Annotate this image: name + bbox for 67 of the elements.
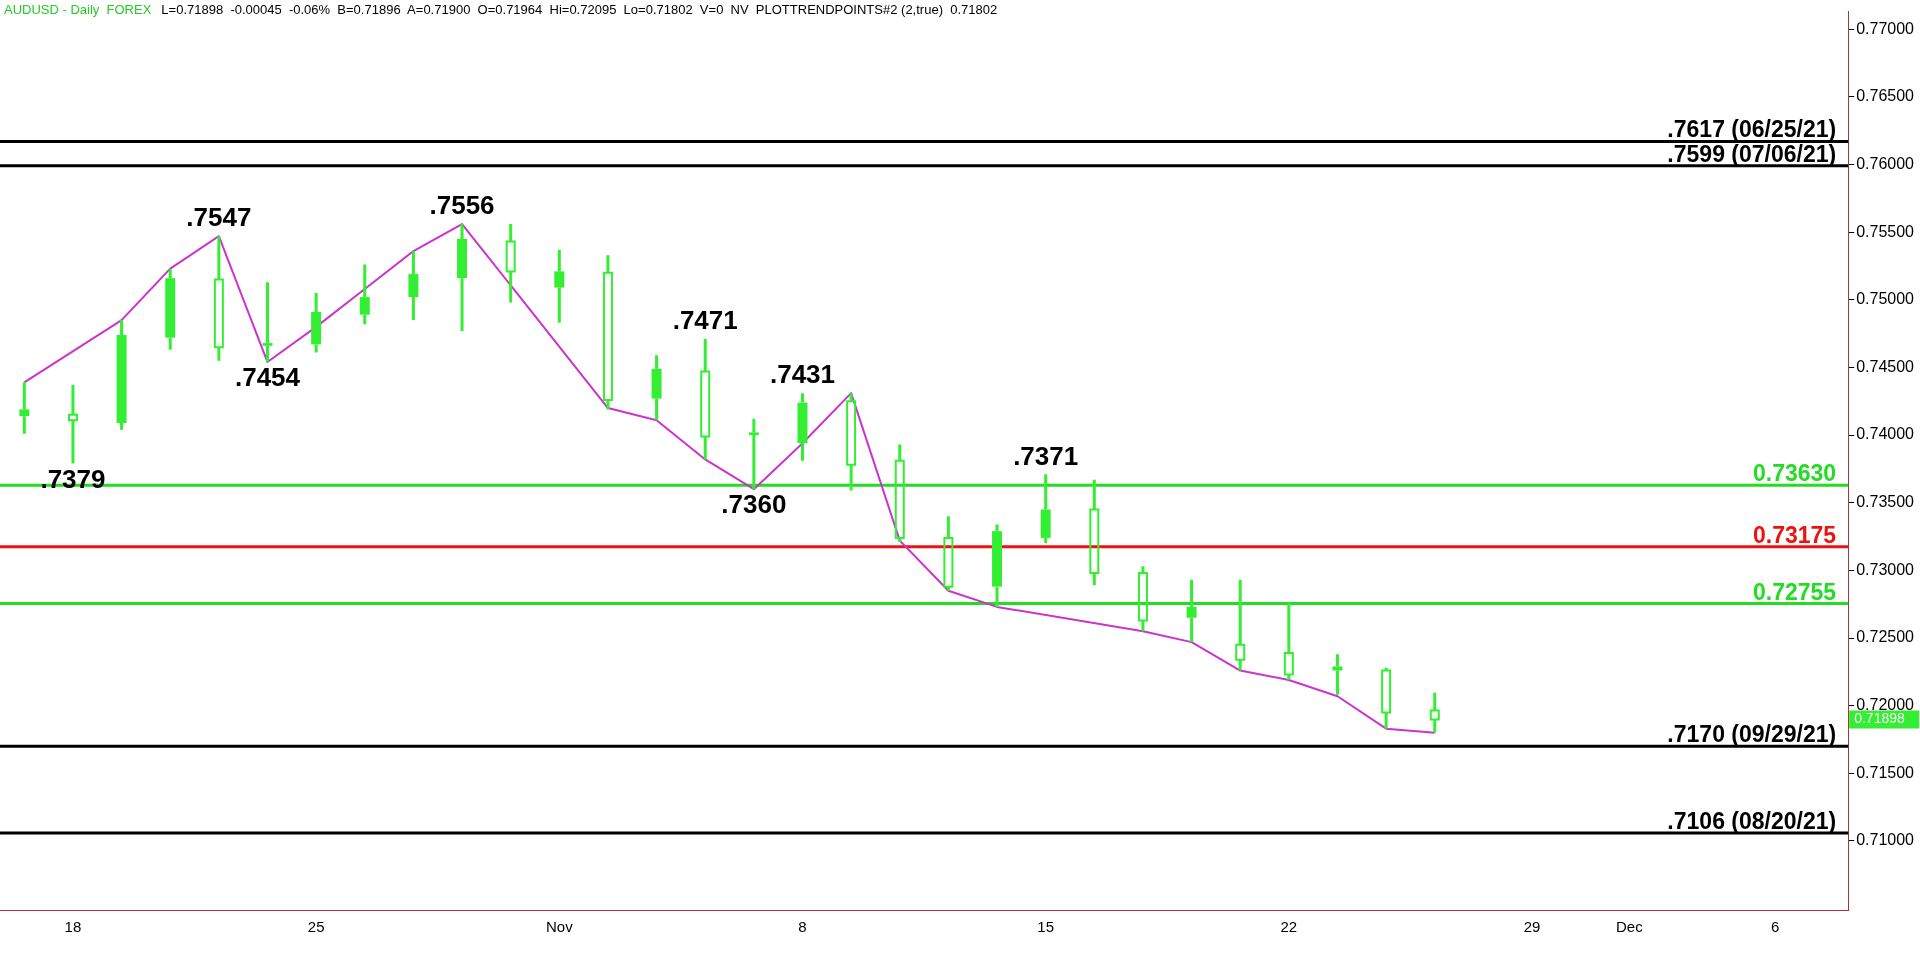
chart-subtitle: L=0.71898 -0.00045 -0.06% B=0.71896 A=0.71900 O=0.71964 Hi=0.72095 Lo=0.71802 V=0 NV PLOTTRENDPOINTS#2 (2,true) 0.71802 (161, 2, 998, 17)
candlestick (19, 382, 30, 434)
ref-line-label: .7617 (06/25/21) (1667, 116, 1837, 143)
candlestick (700, 339, 711, 460)
ref-line-label: .7106 (08/20/21) (1667, 807, 1837, 834)
ref-line-label: 0.73630 (1753, 460, 1837, 487)
candlestick (554, 249, 565, 323)
y-tick-label: 0.71500 (1856, 763, 1915, 781)
candlestick (748, 418, 759, 490)
candlestick (505, 224, 516, 303)
y-tick-label: 0.73500 (1856, 493, 1915, 511)
candlestick (457, 224, 468, 331)
y-tick-label: 0.75000 (1856, 290, 1915, 308)
candlestick (602, 255, 613, 410)
candlestick (797, 393, 808, 461)
annotation: .7556 (429, 190, 495, 221)
y-tick-label: 0.71000 (1856, 831, 1915, 849)
ref-line-label: .7599 (07/06/21) (1667, 140, 1837, 167)
annotation: .7360 (721, 489, 787, 520)
candlestick (1429, 692, 1440, 733)
y-tick-label: 0.76000 (1856, 154, 1915, 172)
candlestick (408, 251, 419, 321)
chart-title: AUDUSD - Daily FOREX (4, 2, 152, 17)
candlestick (992, 524, 1003, 607)
x-tick-label: 22 (1280, 918, 1298, 936)
x-tick-label: 29 (1523, 918, 1541, 936)
annotation: .7471 (672, 305, 738, 336)
candlestick (213, 236, 224, 361)
y-tick-label: 0.77000 (1856, 19, 1915, 37)
candlestick (1040, 474, 1051, 544)
ref-line-label: .7170 (09/29/21) (1667, 721, 1837, 748)
candlestick (1332, 654, 1343, 695)
annotation: .7371 (1013, 440, 1079, 471)
x-tick-label: 25 (307, 918, 325, 936)
x-tick-label: 6 (1771, 918, 1780, 936)
candlestick (943, 516, 954, 591)
candlestick (1235, 579, 1246, 671)
x-tick-label: 18 (64, 918, 82, 936)
candlestick (651, 355, 662, 421)
ref-line-label: 0.72755 (1753, 578, 1837, 605)
candlestick (165, 268, 176, 350)
candlestick (262, 282, 273, 363)
ref-line-label: 0.73175 (1753, 521, 1837, 548)
candlestick (894, 444, 905, 542)
y-tick-label: 0.76500 (1856, 87, 1915, 105)
annotation: .7454 (234, 362, 301, 393)
candlestick (359, 264, 370, 325)
candlestick (116, 320, 127, 430)
y-tick-label: 0.74000 (1856, 425, 1915, 443)
candlestick (1283, 602, 1294, 680)
x-tick-label: Nov (545, 918, 574, 936)
candlestick (311, 293, 322, 353)
annotation: .7547 (186, 202, 252, 233)
x-tick-label: 15 (1037, 918, 1055, 936)
y-tick-label: 0.74500 (1856, 357, 1915, 375)
x-tick-label: Dec (1615, 918, 1644, 936)
candlestick (1186, 579, 1197, 643)
y-tick-label: 0.73000 (1856, 560, 1915, 578)
x-tick-label: 8 (798, 918, 807, 936)
candlestick (846, 393, 857, 491)
y-tick-label: 0.72500 (1856, 628, 1915, 646)
candlestick (1089, 479, 1100, 586)
candlestick (67, 385, 78, 464)
candlestick (1381, 667, 1392, 729)
y-tick-label: 0.75500 (1856, 222, 1915, 240)
annotation: .7431 (769, 359, 836, 390)
candlestick (1137, 566, 1148, 632)
